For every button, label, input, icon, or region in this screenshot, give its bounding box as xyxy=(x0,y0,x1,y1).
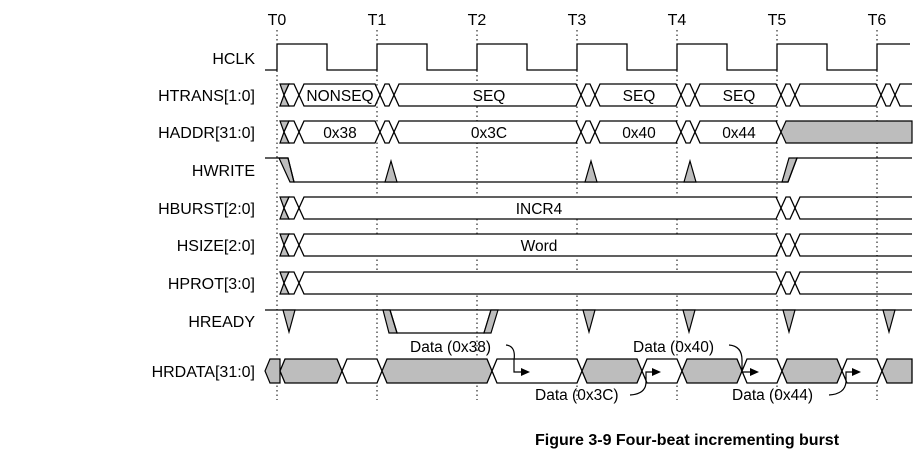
hsize-waveform xyxy=(279,233,912,257)
data-label-0x40: Data (0x40) xyxy=(633,339,714,356)
signal-label-hwrite: HWRITE xyxy=(192,163,255,180)
time-label-t6: T6 xyxy=(868,12,887,29)
haddr-value-1: 0x3C xyxy=(471,125,507,142)
timing-diagram: T0 T1 T2 T3 T4 T5 T6 HCLK HTRANS[1:0] HA… xyxy=(152,12,913,404)
time-label-t0: T0 xyxy=(268,12,287,29)
signal-label-htrans: HTRANS[1:0] xyxy=(158,88,255,105)
hwrite-waveform xyxy=(265,157,912,183)
data-label-0x3c: Data (0x3C) xyxy=(535,387,619,404)
signal-label-hrdata: HRDATA[31:0] xyxy=(152,364,255,381)
htrans-value-2: SEQ xyxy=(623,88,656,105)
haddr-waveform xyxy=(279,120,913,144)
haddr-value-2: 0x40 xyxy=(622,125,656,142)
htrans-waveform xyxy=(279,83,912,107)
signal-label-hprot: HPROT[3:0] xyxy=(168,276,255,293)
haddr-value-3: 0x44 xyxy=(722,125,756,142)
time-labels: T0 T1 T2 T3 T4 T5 T6 xyxy=(268,12,887,29)
figure-caption: Figure 3-9 Four-beat incrementing burst xyxy=(535,432,840,449)
signal-label-hsize: HSIZE[2:0] xyxy=(177,238,255,255)
signal-label-hburst: HBURST[2:0] xyxy=(158,201,255,218)
hready-waveform xyxy=(265,309,912,335)
signal-label-hready: HREADY xyxy=(188,314,255,331)
time-label-t1: T1 xyxy=(368,12,387,29)
time-label-t2: T2 xyxy=(468,12,487,29)
time-label-t5: T5 xyxy=(768,12,787,29)
time-label-t3: T3 xyxy=(568,12,587,29)
data-annotation-0x38: Data (0x38) xyxy=(410,339,530,376)
data-label-0x44: Data (0x44) xyxy=(732,387,813,404)
hburst-value: INCR4 xyxy=(516,201,563,218)
htrans-value-0: NONSEQ xyxy=(306,88,373,105)
signal-label-hclk: HCLK xyxy=(212,51,255,68)
hclk-waveform xyxy=(265,43,910,71)
signal-labels: HCLK HTRANS[1:0] HADDR[31:0] HWRITE HBUR… xyxy=(152,51,256,381)
haddr-value-0: 0x38 xyxy=(323,125,357,142)
data-label-0x38: Data (0x38) xyxy=(410,339,491,356)
signal-label-haddr: HADDR[31:0] xyxy=(158,125,255,142)
data-annotation-0x40: Data (0x40) xyxy=(633,339,759,376)
hburst-waveform xyxy=(279,196,912,220)
hrdata-waveform xyxy=(264,358,913,384)
time-label-t4: T4 xyxy=(668,12,687,29)
data-annotation-0x3c: Data (0x3C) xyxy=(535,368,661,404)
htrans-value-1: SEQ xyxy=(473,88,506,105)
hsize-value: Word xyxy=(521,238,558,255)
data-annotation-0x44: Data (0x44) xyxy=(732,368,861,404)
hprot-waveform xyxy=(279,271,912,295)
htrans-value-3: SEQ xyxy=(723,88,756,105)
